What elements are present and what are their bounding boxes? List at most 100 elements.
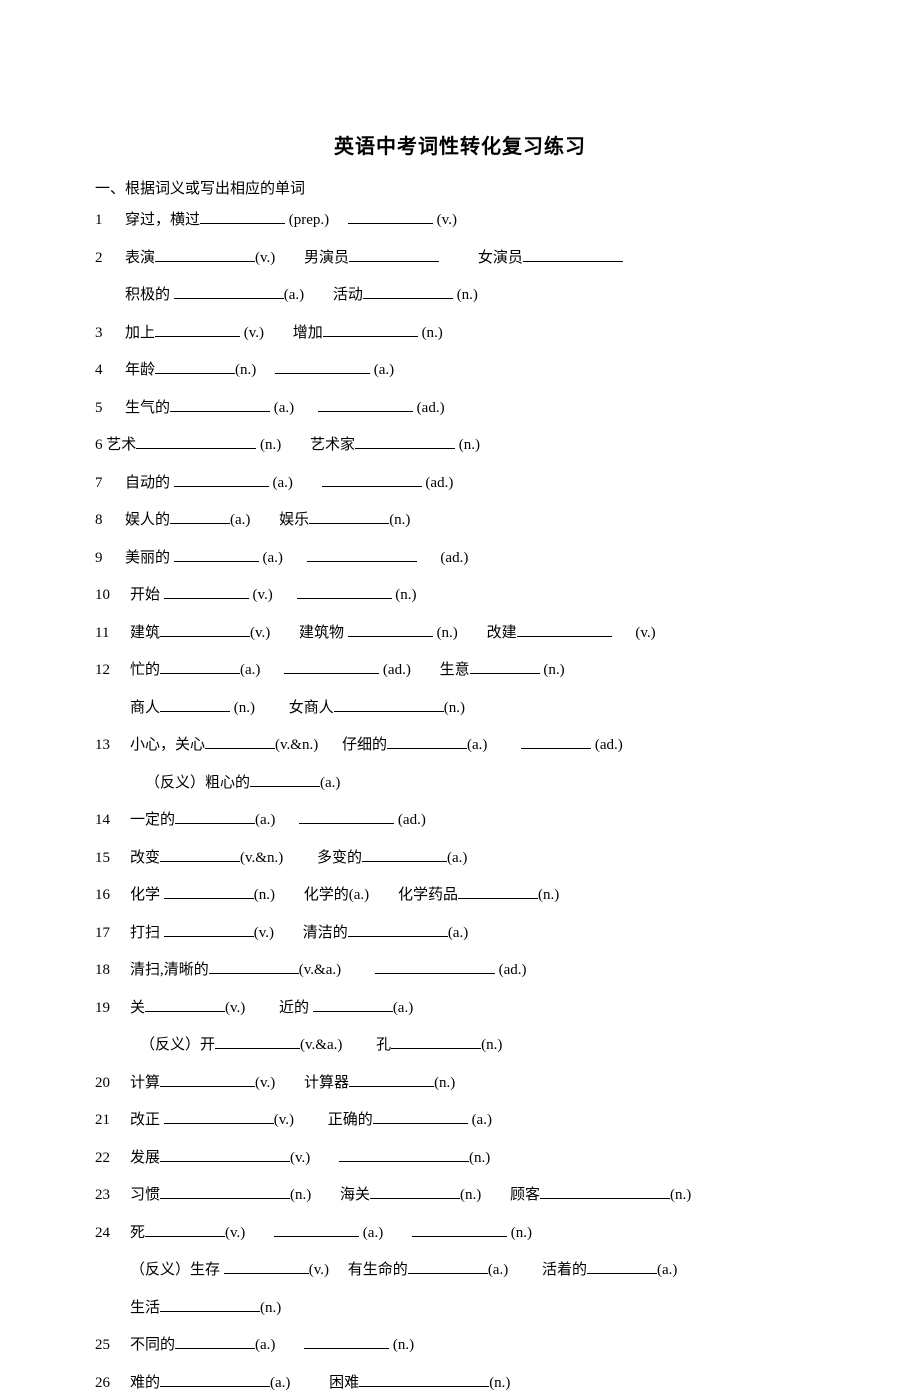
blank-field[interactable]: [160, 1071, 255, 1087]
blank-field[interactable]: [470, 658, 540, 674]
blank-field[interactable]: [458, 883, 538, 899]
blank-field[interactable]: [160, 621, 250, 637]
blank-field[interactable]: [215, 1033, 300, 1049]
blank-field[interactable]: [587, 1258, 657, 1274]
blank-field[interactable]: [170, 396, 270, 412]
blank-field[interactable]: [145, 1221, 225, 1237]
exercise-item-continuation: 商人 (n.) 女商人(n.): [130, 696, 825, 720]
blank-field[interactable]: [318, 396, 413, 412]
item-number: 26: [95, 1372, 130, 1394]
pos-label: (n.): [481, 1037, 502, 1053]
item-number: 21: [95, 1109, 130, 1132]
pos-label: (a.): [284, 287, 304, 303]
blank-field[interactable]: [517, 621, 612, 637]
blank-field[interactable]: [164, 1108, 274, 1124]
blank-field[interactable]: [250, 771, 320, 787]
term: （反义）粗心的: [145, 775, 250, 791]
blank-field[interactable]: [391, 1033, 481, 1049]
blank-field[interactable]: [387, 733, 467, 749]
blank-field[interactable]: [348, 208, 433, 224]
blank-field[interactable]: [334, 696, 444, 712]
blank-field[interactable]: [209, 958, 299, 974]
blank-field[interactable]: [174, 471, 269, 487]
item-number: 7: [95, 472, 125, 495]
blank-field[interactable]: [136, 433, 256, 449]
pos-label: (a.): [374, 362, 394, 378]
blank-field[interactable]: [160, 1146, 290, 1162]
blank-field[interactable]: [523, 246, 623, 262]
blank-field[interactable]: [297, 583, 392, 599]
blank-field[interactable]: [299, 808, 394, 824]
blank-field[interactable]: [373, 1108, 468, 1124]
blank-field[interactable]: [160, 1296, 260, 1312]
blank-field[interactable]: [160, 846, 240, 862]
blank-field[interactable]: [348, 621, 433, 637]
term: （反义）开: [140, 1037, 215, 1053]
blank-field[interactable]: [375, 958, 495, 974]
exercise-item: 1 穿过，横过 (prep.) (v.): [95, 208, 825, 232]
blank-field[interactable]: [155, 246, 255, 262]
blank-field[interactable]: [284, 658, 379, 674]
blank-field[interactable]: [175, 808, 255, 824]
blank-field[interactable]: [349, 246, 439, 262]
blank-field[interactable]: [363, 283, 453, 299]
blank-field[interactable]: [521, 733, 591, 749]
blank-field[interactable]: [170, 508, 230, 524]
term: 孔: [376, 1037, 391, 1053]
blank-field[interactable]: [164, 883, 254, 899]
blank-field[interactable]: [348, 921, 448, 937]
exercise-item: 3 加上 (v.) 增加 (n.): [95, 321, 825, 345]
blank-field[interactable]: [349, 1071, 434, 1087]
term: 娱人的: [125, 512, 170, 528]
blank-field[interactable]: [200, 208, 285, 224]
blank-field[interactable]: [224, 1258, 309, 1274]
item-content: 表演(v.) 男演员 女演员: [125, 246, 825, 270]
blank-field[interactable]: [160, 1371, 270, 1387]
blank-field[interactable]: [174, 546, 259, 562]
blank-field[interactable]: [309, 508, 389, 524]
blank-field[interactable]: [274, 1221, 359, 1237]
blank-field[interactable]: [323, 321, 418, 337]
blank-field[interactable]: [355, 433, 455, 449]
pos-label: (v.): [254, 925, 274, 941]
blank-field[interactable]: [359, 1371, 489, 1387]
item-content: 自动的 (a.) (ad.): [125, 471, 825, 495]
blank-field[interactable]: [205, 733, 275, 749]
blank-field[interactable]: [175, 1333, 255, 1349]
blank-field[interactable]: [164, 583, 249, 599]
blank-field[interactable]: [275, 358, 370, 374]
blank-field[interactable]: [540, 1183, 670, 1199]
pos-label: (ad.): [499, 962, 527, 978]
blank-field[interactable]: [322, 471, 422, 487]
blank-field[interactable]: [370, 1183, 460, 1199]
pos-label: (n.): [543, 662, 564, 678]
blank-field[interactable]: [145, 996, 225, 1012]
blank-field[interactable]: [408, 1258, 488, 1274]
blank-field[interactable]: [164, 921, 254, 937]
pos-label: (v.): [290, 1150, 310, 1166]
blank-field[interactable]: [160, 696, 230, 712]
pos-label: (v.&n.): [240, 850, 283, 866]
blank-field[interactable]: [304, 1333, 389, 1349]
term: 仔细的: [342, 737, 387, 753]
pos-label: (v.): [244, 325, 264, 341]
blank-field[interactable]: [155, 321, 240, 337]
blank-field[interactable]: [160, 1183, 290, 1199]
term: 顾客: [510, 1187, 540, 1203]
blank-field[interactable]: [362, 846, 447, 862]
exercise-item: 22 发展(v.) (n.): [95, 1146, 825, 1170]
blank-field[interactable]: [155, 358, 235, 374]
item-content: 发展(v.) (n.): [130, 1146, 825, 1170]
item-number: 2: [95, 247, 125, 270]
blank-field[interactable]: [412, 1221, 507, 1237]
blank-field[interactable]: [174, 283, 284, 299]
blank-field[interactable]: [313, 996, 393, 1012]
item-number: 4: [95, 359, 125, 382]
blank-field[interactable]: [339, 1146, 469, 1162]
term: 有生命的: [348, 1262, 408, 1278]
item-number: 13: [95, 734, 130, 757]
blank-field[interactable]: [307, 546, 417, 562]
term: 生意: [440, 662, 470, 678]
pos-label: (n.): [538, 887, 559, 903]
blank-field[interactable]: [160, 658, 240, 674]
